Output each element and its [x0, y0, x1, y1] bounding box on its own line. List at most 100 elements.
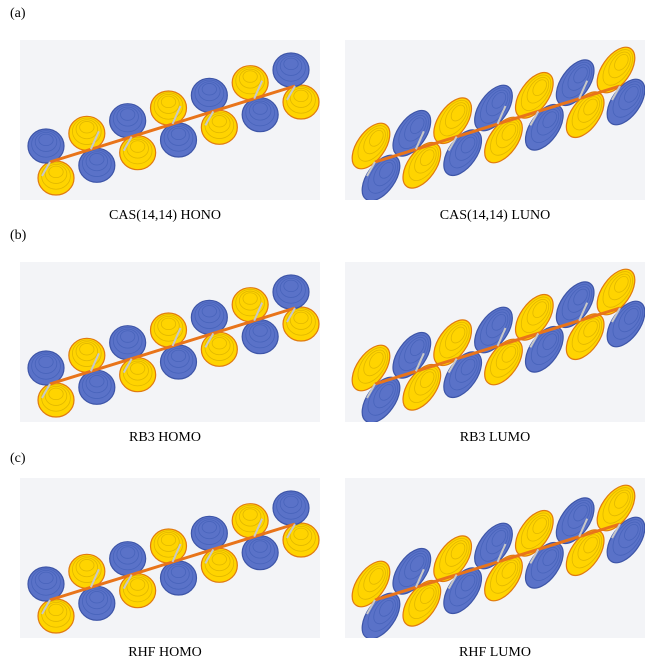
orbital-lobe — [78, 147, 116, 183]
orbital-lobe — [606, 300, 645, 348]
orbital-lobe — [159, 344, 198, 380]
orbital-image-rhf-homo — [20, 478, 320, 638]
hydrogen-stub — [204, 548, 215, 564]
hydrogen-stub — [171, 543, 182, 563]
hydrogen-stub — [414, 568, 425, 588]
hydrogen-stub — [286, 307, 296, 323]
hydrogen-stub — [41, 383, 51, 399]
orbital-image-hono — [20, 40, 320, 200]
orbital-lobe — [149, 312, 188, 348]
hydrogen-stub — [496, 543, 507, 563]
orbital-lobe — [555, 497, 595, 545]
orbital-lobe — [351, 560, 391, 608]
orbital-lobe — [484, 116, 523, 164]
orbital-lobe — [282, 84, 320, 120]
orbital-lobe — [109, 325, 147, 361]
hydrogen-stub — [529, 110, 540, 126]
orbital-image-rb3-homo — [20, 262, 320, 422]
orbital-lobe — [241, 97, 279, 133]
orbital-lobe — [37, 160, 75, 196]
hydrogen-stub — [414, 352, 425, 372]
orbital-lobe — [272, 52, 310, 88]
orbital-lobe — [282, 306, 320, 342]
orbital-lobe — [27, 128, 65, 164]
hydrogen-stub — [204, 332, 215, 348]
orbital-lobe — [596, 46, 636, 94]
hydrogen-stub — [253, 518, 264, 538]
hydrogen-stub — [253, 302, 264, 322]
panel-label-c: (c) — [10, 451, 26, 466]
hydrogen-stub — [366, 161, 376, 177]
hydrogen-stub — [171, 327, 182, 347]
hydrogen-stub — [89, 130, 100, 150]
orbital-lobe — [159, 122, 198, 158]
hydrogen-stub — [366, 599, 376, 615]
hydrogen-stub — [529, 332, 540, 348]
orbital-lobe — [119, 357, 157, 393]
orbital-lobe — [200, 331, 238, 367]
orbital-lobe — [231, 287, 269, 323]
orbital-lobe — [37, 382, 75, 418]
hydrogen-stub — [578, 80, 589, 100]
orbital-lobe — [27, 566, 65, 602]
orbital-image-rhf-lumo — [345, 478, 645, 638]
orbital-image-rb3-lumo — [345, 262, 645, 422]
orbital-image-luno — [345, 40, 645, 200]
orbital-lobe — [200, 109, 238, 145]
hydrogen-stub — [611, 523, 621, 539]
orbital-lobe — [159, 560, 198, 596]
orbital-lobe — [272, 490, 310, 526]
orbital-lobe — [78, 585, 116, 621]
orbital-lobe — [241, 535, 279, 571]
orbital-lobe — [272, 274, 310, 310]
hydrogen-stub — [171, 105, 182, 125]
hydrogen-stub — [414, 130, 425, 150]
orbital-lobe — [27, 350, 65, 386]
hydrogen-stub — [578, 518, 589, 538]
orbital-lobe — [119, 135, 157, 171]
hydrogen-stub — [286, 85, 296, 101]
orbital-lobe — [149, 90, 188, 126]
caption-rb3-lumo: RB3 LUMO — [459, 430, 531, 445]
orbital-lobe — [351, 344, 391, 392]
hydrogen-stub — [286, 523, 296, 539]
hydrogen-stub — [529, 548, 540, 564]
orbital-lobe — [514, 293, 554, 341]
hydrogen-stub — [447, 136, 458, 152]
hydrogen-stub — [578, 302, 589, 322]
orbital-lobe — [474, 306, 513, 354]
orbital-lobe — [109, 541, 147, 577]
hydrogen-stub — [122, 136, 133, 152]
hydrogen-stub — [204, 110, 215, 126]
orbital-lobe — [565, 529, 605, 577]
orbital-lobe — [596, 484, 636, 532]
orbital-lobe — [78, 369, 116, 405]
orbital-lobe — [514, 71, 554, 119]
orbital-lobe — [402, 579, 442, 627]
orbital-lobe — [37, 598, 75, 634]
caption-cas-luno: CAS(14,14) LUNO — [439, 208, 551, 223]
orbital-lobe — [606, 78, 645, 126]
orbital-lobe — [190, 515, 228, 551]
hydrogen-stub — [253, 80, 264, 100]
hydrogen-stub — [447, 358, 458, 374]
hydrogen-stub — [41, 599, 51, 615]
hydrogen-stub — [611, 307, 621, 323]
orbital-lobe — [119, 573, 157, 609]
hydrogen-stub — [41, 161, 51, 177]
orbital-lobe — [241, 319, 279, 355]
hydrogen-stub — [366, 383, 376, 399]
orbital-lobe — [282, 522, 320, 558]
hydrogen-stub — [89, 568, 100, 588]
panel-label-b: (b) — [10, 228, 27, 243]
hydrogen-stub — [496, 327, 507, 347]
orbital-lobe — [596, 268, 636, 316]
hydrogen-stub — [447, 574, 458, 590]
panel-label-a: (a) — [10, 6, 26, 21]
hydrogen-stub — [122, 358, 133, 374]
caption-rhf-homo: RHF HOMO — [128, 645, 202, 660]
caption-rb3-homo: RB3 HOMO — [129, 430, 201, 445]
orbital-lobe — [351, 122, 391, 170]
orbital-lobe — [200, 547, 238, 583]
orbital-lobe — [68, 115, 106, 151]
